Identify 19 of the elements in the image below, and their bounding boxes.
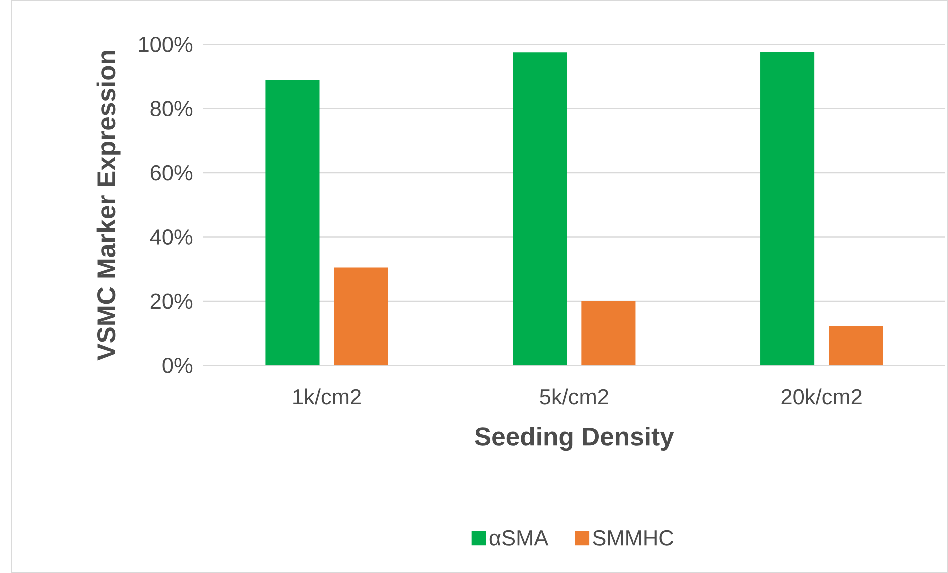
bar xyxy=(760,52,815,366)
y-tick-label: 100% xyxy=(139,36,193,52)
legend-label: SMMHC xyxy=(593,530,674,546)
bar xyxy=(582,301,636,366)
x-tick-label: 20k/cm2 xyxy=(782,388,862,405)
y-tick-label: 40% xyxy=(150,229,193,245)
y-tick-label: 0% xyxy=(162,358,193,374)
bar xyxy=(513,52,568,366)
x-axis-title: Seeding Density xyxy=(475,426,674,451)
y-tick-label: 60% xyxy=(150,165,193,181)
bar xyxy=(829,326,884,366)
bar xyxy=(266,80,320,366)
y-tick-label: 80% xyxy=(150,101,193,116)
x-tick-label: 1k/cm2 xyxy=(294,388,361,405)
bar xyxy=(334,268,388,366)
y-axis-title: VSMC Marker Expression xyxy=(96,51,121,361)
x-tick-label: 5k/cm2 xyxy=(540,388,608,405)
legend-label: αSMA xyxy=(490,530,549,546)
y-tick-label: 20% xyxy=(150,294,193,310)
